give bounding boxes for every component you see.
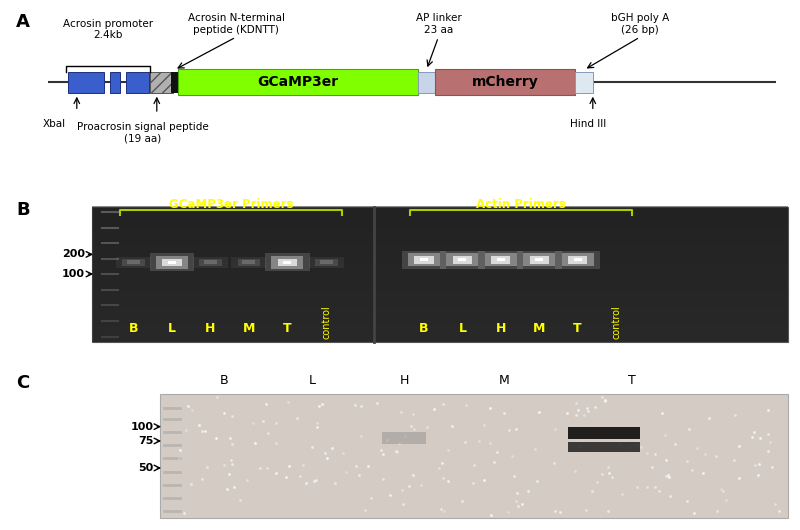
Text: control: control bbox=[322, 305, 331, 339]
Text: B: B bbox=[220, 374, 228, 387]
Text: H: H bbox=[206, 322, 215, 335]
Bar bbox=[242, 260, 255, 264]
Bar bbox=[193, 257, 228, 268]
Bar bbox=[530, 256, 549, 263]
Bar bbox=[92, 207, 788, 342]
Bar bbox=[382, 432, 426, 444]
Text: L: L bbox=[168, 322, 176, 335]
Bar bbox=[408, 253, 440, 266]
Bar bbox=[162, 259, 182, 266]
Bar bbox=[156, 256, 188, 269]
Bar bbox=[575, 72, 593, 93]
Bar bbox=[271, 256, 303, 269]
Text: Acrosin promoter
2.4kb: Acrosin promoter 2.4kb bbox=[63, 19, 153, 40]
Text: 100: 100 bbox=[62, 269, 85, 279]
Text: T: T bbox=[283, 322, 291, 335]
Bar bbox=[150, 253, 194, 271]
Bar bbox=[562, 253, 594, 266]
Bar bbox=[122, 259, 145, 266]
Text: GCaMP3er: GCaMP3er bbox=[257, 75, 338, 89]
Bar bbox=[491, 256, 510, 263]
Bar bbox=[315, 259, 338, 266]
Text: M: M bbox=[242, 322, 255, 335]
Text: L: L bbox=[309, 374, 315, 387]
Bar bbox=[485, 253, 517, 266]
Bar bbox=[453, 256, 472, 263]
Text: L: L bbox=[458, 322, 466, 335]
Text: A: A bbox=[16, 13, 30, 31]
Bar bbox=[238, 259, 260, 266]
Text: M: M bbox=[498, 374, 510, 387]
Bar bbox=[283, 261, 291, 264]
Bar bbox=[110, 72, 120, 93]
Bar bbox=[168, 261, 176, 264]
Bar bbox=[402, 251, 446, 269]
Bar bbox=[535, 258, 543, 261]
Bar bbox=[574, 258, 582, 261]
Bar bbox=[420, 258, 428, 261]
Bar bbox=[440, 251, 485, 269]
Text: XbaI: XbaI bbox=[43, 119, 66, 129]
Bar bbox=[414, 256, 434, 263]
Text: B: B bbox=[16, 201, 30, 219]
Text: Actin Primers: Actin Primers bbox=[476, 198, 566, 210]
Text: bGH poly A
(26 bp): bGH poly A (26 bp) bbox=[611, 13, 669, 35]
Bar bbox=[446, 253, 478, 266]
Bar bbox=[320, 260, 333, 264]
Bar bbox=[199, 259, 222, 266]
Bar bbox=[435, 69, 575, 95]
Bar bbox=[265, 253, 310, 271]
Bar bbox=[568, 256, 587, 263]
Text: mCherry: mCherry bbox=[472, 75, 539, 89]
Text: H: H bbox=[399, 374, 409, 387]
Bar bbox=[178, 69, 418, 95]
Bar bbox=[231, 257, 266, 268]
Bar bbox=[127, 260, 140, 264]
Text: T: T bbox=[574, 322, 582, 335]
Bar bbox=[126, 72, 149, 93]
Bar bbox=[309, 257, 344, 268]
Text: AP linker
23 aa: AP linker 23 aa bbox=[415, 13, 462, 35]
Text: C: C bbox=[16, 374, 30, 392]
Text: B: B bbox=[419, 322, 429, 335]
Text: 200: 200 bbox=[62, 250, 85, 259]
Bar bbox=[150, 72, 173, 93]
Text: 100: 100 bbox=[130, 422, 154, 431]
Text: Acrosin N-terminal
peptide (KDNTT): Acrosin N-terminal peptide (KDNTT) bbox=[187, 13, 285, 35]
Bar bbox=[204, 260, 217, 264]
Text: T: T bbox=[628, 374, 636, 387]
Text: B: B bbox=[129, 322, 138, 335]
Bar bbox=[160, 394, 788, 518]
Bar bbox=[523, 253, 555, 266]
Bar bbox=[68, 72, 104, 93]
Text: Proacrosin signal peptide
(19 aa): Proacrosin signal peptide (19 aa) bbox=[77, 122, 208, 144]
Bar bbox=[555, 251, 600, 269]
Bar bbox=[116, 257, 151, 268]
Bar bbox=[478, 251, 523, 269]
Text: H: H bbox=[496, 322, 506, 335]
Bar bbox=[568, 442, 640, 452]
Bar bbox=[517, 251, 562, 269]
Bar bbox=[171, 72, 178, 93]
Bar bbox=[458, 258, 466, 261]
Text: 50: 50 bbox=[138, 463, 154, 473]
Text: control: control bbox=[611, 305, 621, 339]
Bar bbox=[278, 259, 297, 266]
Bar bbox=[568, 427, 640, 439]
Text: GCaMP3er Primers: GCaMP3er Primers bbox=[169, 198, 294, 210]
Bar bbox=[497, 258, 505, 261]
Text: 75: 75 bbox=[138, 436, 154, 446]
Text: Hind III: Hind III bbox=[570, 119, 606, 129]
Text: M: M bbox=[533, 322, 546, 335]
Bar bbox=[418, 72, 435, 93]
